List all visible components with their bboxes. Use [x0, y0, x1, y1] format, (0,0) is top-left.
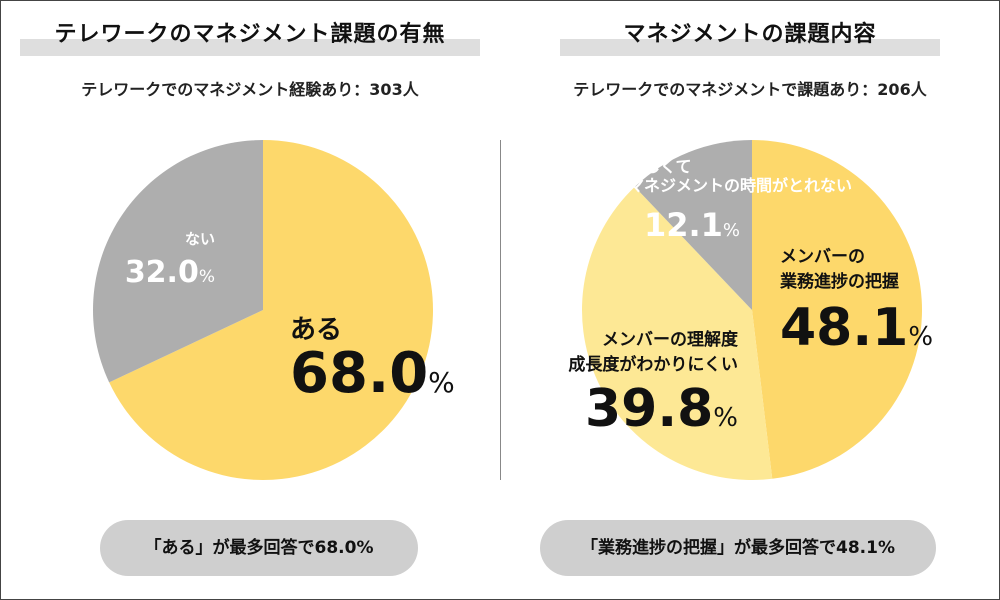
slice-unit: %	[199, 267, 215, 287]
pie-slice	[582, 186, 773, 481]
slice-label-text: メンバーの理解度	[602, 329, 739, 350]
slice-percent: 39.8%	[585, 379, 738, 439]
slice-value: 68.0	[290, 341, 428, 406]
slice-percent: 12.1%	[644, 206, 740, 244]
panel-divider	[500, 140, 501, 480]
slice-label-text: メンバーの	[780, 247, 865, 267]
left-chart-subtitle: テレワークでのマネジメント経験あり：303人	[81, 80, 419, 99]
slice-percent: 48.1%	[780, 298, 933, 358]
slice-label-text: マネジメントの時間がとれない	[628, 176, 852, 195]
slice-label: ない 32.0%	[125, 230, 215, 290]
pie-slice	[634, 140, 752, 310]
slice-value: 48.1	[780, 298, 908, 358]
slice-label-text: ある	[290, 315, 342, 345]
right-chart-subtitle: テレワークでのマネジメントで課題あり：206人	[573, 80, 927, 99]
pie-slice	[92, 140, 263, 383]
slice-unit: %	[428, 366, 455, 399]
slice-unit: %	[723, 220, 740, 241]
title-highlight-bar	[560, 39, 940, 56]
slice-value: 39.8	[585, 379, 713, 439]
pie-slice	[109, 140, 434, 480]
right-chart-title-text: マネジメントの課題内容	[623, 22, 877, 47]
slice-value: 32.0	[125, 255, 199, 290]
slice-unit: %	[713, 403, 738, 433]
left-chart-title-text: テレワークのマネジメント課題の有無	[54, 22, 446, 47]
slice-percent: 68.0%	[290, 341, 455, 406]
left-summary-pill: 「ある」が最多回答で68.0%	[100, 520, 418, 576]
slice-label-text: ない	[185, 230, 215, 248]
slice-label-text: 成長度がわかりにくい	[568, 354, 738, 375]
slice-value: 12.1	[644, 206, 723, 244]
slice-percent: 32.0%	[125, 255, 215, 290]
right-chart-title: マネジメントの課題内容	[560, 18, 940, 56]
title-highlight-bar	[20, 39, 480, 56]
slice-label-text: 忙しくて	[628, 157, 692, 176]
pie-slice	[752, 140, 922, 479]
right-summary-pill: 「業務進捗の把握」が最多回答で48.1%	[540, 520, 936, 576]
slice-label-text: 業務進捗の把握	[780, 271, 899, 292]
left-chart-title: テレワークのマネジメント課題の有無	[20, 18, 480, 56]
slice-unit: %	[908, 322, 933, 352]
